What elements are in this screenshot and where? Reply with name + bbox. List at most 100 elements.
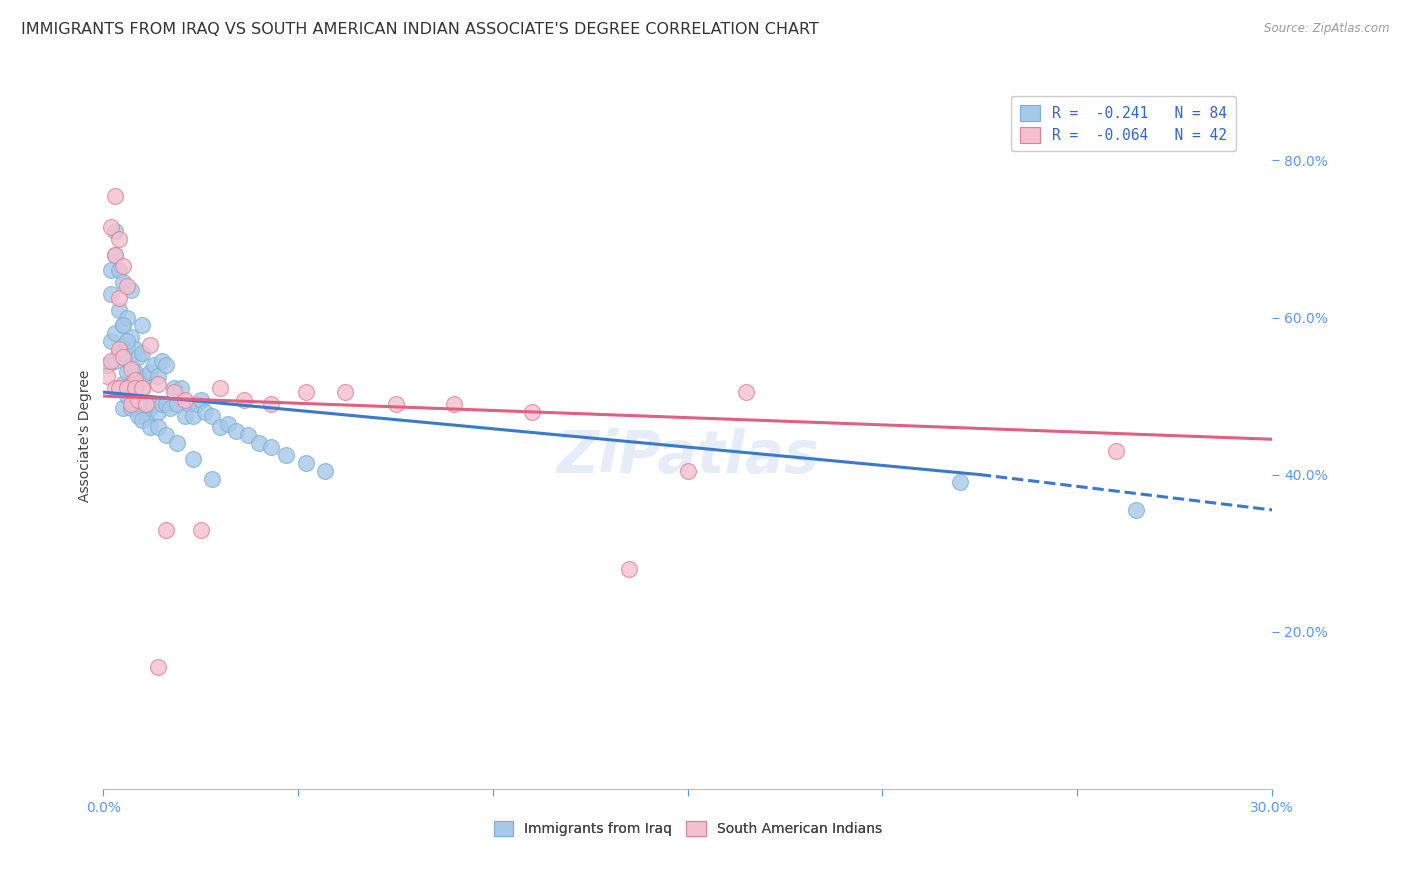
Point [236,428,259,442]
Point [120,361,142,376]
Point [131,397,153,411]
Point [120,330,142,344]
Point [108,342,131,356]
Point [146,420,169,434]
Text: ZiPatlas: ZiPatlas [557,428,820,485]
Point [146,369,169,384]
Point [131,346,153,360]
Point [108,381,131,395]
Point [146,377,169,392]
Point [120,358,142,372]
Point [124,373,146,387]
Point [108,302,131,317]
Point [120,381,142,395]
Point [131,381,153,395]
Point [124,366,146,380]
Text: IMMIGRANTS FROM IRAQ VS SOUTH AMERICAN INDIAN ASSOCIATE'S DEGREE CORRELATION CHA: IMMIGRANTS FROM IRAQ VS SOUTH AMERICAN I… [21,22,818,37]
Point [120,401,142,415]
Point [115,381,138,395]
Point [111,260,134,274]
Point [155,358,177,372]
Point [1125,503,1147,517]
Point [127,377,149,392]
Point [111,377,134,392]
Point [443,397,465,411]
Point [201,409,224,423]
Point [127,409,149,423]
Point [181,451,204,466]
Point [225,425,247,439]
Point [100,334,122,348]
Point [162,385,184,400]
Y-axis label: Associate's Degree: Associate's Degree [79,369,93,501]
Point [735,385,758,400]
Point [108,263,131,277]
Point [232,392,254,407]
Point [124,389,146,403]
Point [115,338,138,352]
Point [260,440,283,454]
Point [135,397,157,411]
Point [159,401,181,415]
Point [100,220,122,235]
Point [276,448,298,462]
Point [174,409,197,423]
Point [209,420,232,434]
Point [333,385,356,400]
Point [104,353,127,368]
Point [139,420,162,434]
Point [1105,444,1128,458]
Point [127,350,149,364]
Point [104,188,127,202]
Point [108,291,131,305]
Point [150,397,173,411]
Point [131,381,153,395]
Point [111,275,134,289]
Point [124,381,146,395]
Point [100,287,122,301]
Point [127,392,149,407]
Point [155,428,177,442]
Point [177,397,200,411]
Point [676,464,699,478]
Point [111,346,134,360]
Point [209,381,232,395]
Point [247,436,270,450]
Point [104,224,127,238]
Point [146,660,169,674]
Point [155,397,177,411]
Point [96,369,118,384]
Point [108,232,131,246]
Point [111,350,134,364]
Point [124,342,146,356]
Point [190,523,212,537]
Point [100,263,122,277]
Point [104,248,127,262]
Point [96,358,118,372]
Point [201,471,224,485]
Point [111,401,134,415]
Point [108,381,131,395]
Point [194,405,217,419]
Point [127,401,149,415]
Point [115,381,138,395]
Point [146,405,169,419]
Point [170,381,193,395]
Point [295,385,318,400]
Point [115,310,138,325]
Point [120,377,142,392]
Point [166,436,188,450]
Point [619,562,641,576]
Point [115,279,138,293]
Point [260,397,283,411]
Point [166,397,188,411]
Point [124,397,146,411]
Point [143,358,166,372]
Point [115,334,138,348]
Point [143,397,166,411]
Point [135,397,157,411]
Point [217,417,239,431]
Point [139,338,162,352]
Point [295,456,318,470]
Point [190,392,212,407]
